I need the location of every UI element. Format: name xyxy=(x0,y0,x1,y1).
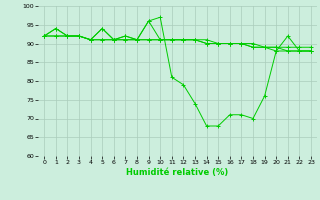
X-axis label: Humidité relative (%): Humidité relative (%) xyxy=(126,168,229,177)
